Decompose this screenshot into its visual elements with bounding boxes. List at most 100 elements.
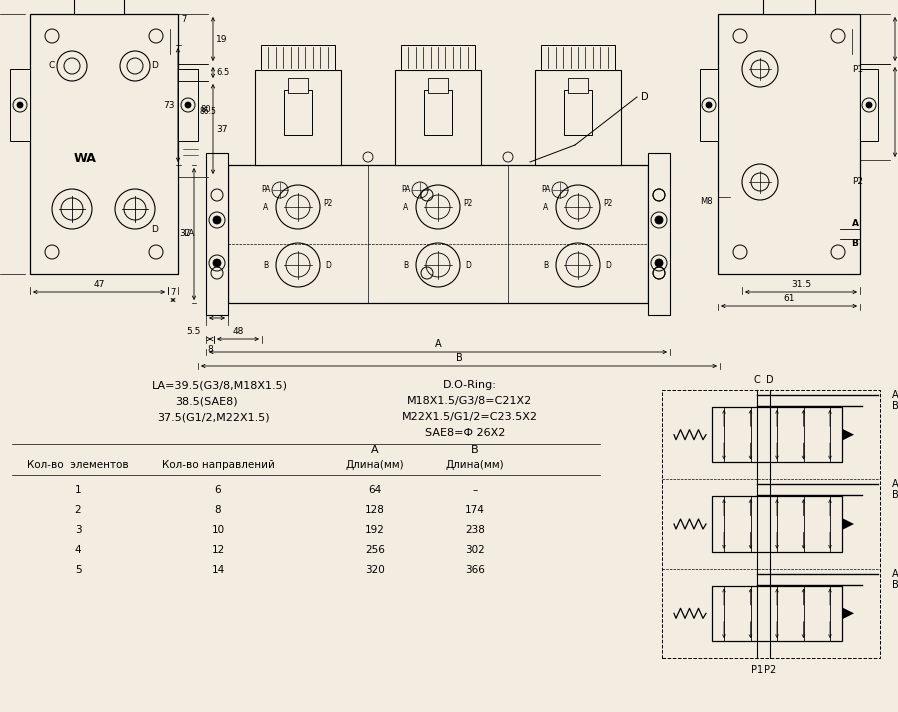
Text: 320: 320	[365, 565, 385, 575]
Bar	[395, 70, 481, 165]
Text: 5: 5	[75, 565, 82, 575]
Polygon shape	[842, 429, 854, 441]
Circle shape	[17, 102, 23, 108]
Bar	[568, 78, 588, 93]
Circle shape	[213, 259, 221, 267]
Text: PA: PA	[541, 186, 550, 194]
Text: D: D	[325, 261, 331, 270]
Circle shape	[185, 102, 191, 108]
Text: 86.5: 86.5	[200, 108, 217, 117]
Text: 6: 6	[215, 485, 221, 495]
Polygon shape	[842, 518, 854, 530]
Text: P2: P2	[463, 199, 472, 207]
Bar	[228, 165, 648, 303]
Text: 31.5: 31.5	[791, 280, 811, 289]
Text: A: A	[371, 445, 379, 455]
Text: B: B	[892, 401, 898, 411]
Text: 3: 3	[75, 525, 82, 535]
Text: Кол-во направлений: Кол-во направлений	[162, 460, 275, 470]
Circle shape	[655, 259, 663, 267]
Text: LA: LA	[182, 229, 194, 239]
Text: 1: 1	[75, 485, 82, 495]
Text: P1: P1	[751, 665, 763, 675]
Text: 302: 302	[465, 545, 485, 555]
Text: 8: 8	[207, 345, 213, 353]
Text: A: A	[543, 202, 549, 211]
Bar	[178, 69, 198, 141]
Text: –: –	[472, 485, 478, 495]
Circle shape	[866, 102, 872, 108]
Text: P2: P2	[852, 177, 863, 187]
Text: Длина(мм): Длина(мм)	[346, 460, 404, 470]
Bar	[535, 70, 621, 165]
Bar	[718, 14, 860, 274]
Bar	[712, 407, 842, 462]
Circle shape	[213, 216, 221, 224]
Bar	[30, 14, 178, 274]
Text: A: A	[403, 202, 409, 211]
Bar	[74, 0, 124, 14]
Text: 19: 19	[216, 34, 227, 43]
Text: D: D	[152, 224, 158, 234]
Text: 128: 128	[365, 505, 385, 515]
Text: 14: 14	[211, 565, 224, 575]
Bar	[255, 70, 341, 165]
Text: A: A	[892, 479, 898, 489]
Bar	[10, 69, 30, 141]
Bar	[424, 90, 452, 135]
Text: 38.5(SAE8): 38.5(SAE8)	[176, 396, 238, 406]
Text: P2: P2	[764, 665, 776, 675]
Bar	[284, 90, 312, 135]
Text: B: B	[471, 445, 479, 455]
Text: M22X1.5/G1/2=С23.5X2: M22X1.5/G1/2=С23.5X2	[402, 412, 538, 422]
Bar	[261, 45, 335, 70]
Text: 12: 12	[211, 545, 224, 555]
Text: D: D	[641, 92, 649, 102]
Text: 2: 2	[75, 505, 82, 515]
Text: D: D	[605, 261, 611, 270]
Text: B: B	[851, 239, 858, 248]
Text: 256: 256	[365, 545, 385, 555]
Circle shape	[655, 216, 663, 224]
Text: SAE8=Ф 26X2: SAE8=Ф 26X2	[425, 428, 506, 438]
Bar	[564, 90, 592, 135]
Bar	[288, 78, 308, 93]
Text: WA: WA	[74, 152, 96, 165]
Bar	[428, 78, 448, 93]
Text: B: B	[892, 580, 898, 590]
Text: 5.5: 5.5	[187, 327, 201, 335]
Text: B: B	[455, 353, 462, 363]
Bar	[662, 390, 880, 658]
Text: 37.5(G1/2,M22X1.5): 37.5(G1/2,M22X1.5)	[156, 412, 269, 422]
Text: Длина(мм): Длина(мм)	[445, 460, 505, 470]
Text: B: B	[543, 261, 549, 270]
Text: A: A	[892, 569, 898, 579]
Text: PA: PA	[261, 186, 270, 194]
Text: 6.5: 6.5	[216, 68, 229, 77]
Text: P2: P2	[603, 199, 612, 207]
Text: Кол-во  элементов: Кол-во элементов	[27, 460, 128, 470]
Bar	[206, 153, 228, 315]
Text: 238: 238	[465, 525, 485, 535]
Text: 80: 80	[200, 105, 211, 113]
Text: 7: 7	[171, 288, 176, 297]
Text: 73: 73	[163, 100, 175, 110]
Text: M8: M8	[700, 197, 713, 206]
Polygon shape	[842, 607, 854, 619]
Text: 174: 174	[465, 505, 485, 515]
Text: 37: 37	[216, 125, 227, 134]
Text: A: A	[263, 202, 269, 211]
Text: B: B	[263, 261, 269, 270]
Text: 366: 366	[465, 565, 485, 575]
Text: C: C	[48, 61, 55, 70]
Text: P2: P2	[323, 199, 332, 207]
Bar	[648, 153, 670, 315]
Text: 37: 37	[180, 229, 191, 239]
Text: B: B	[892, 491, 898, 501]
Text: P1: P1	[852, 65, 863, 73]
Text: M18X1.5/G3/8=С21X2: M18X1.5/G3/8=С21X2	[408, 396, 533, 406]
Text: 4: 4	[75, 545, 82, 555]
Bar	[860, 69, 878, 141]
Bar	[541, 45, 615, 70]
Text: D: D	[465, 261, 471, 270]
